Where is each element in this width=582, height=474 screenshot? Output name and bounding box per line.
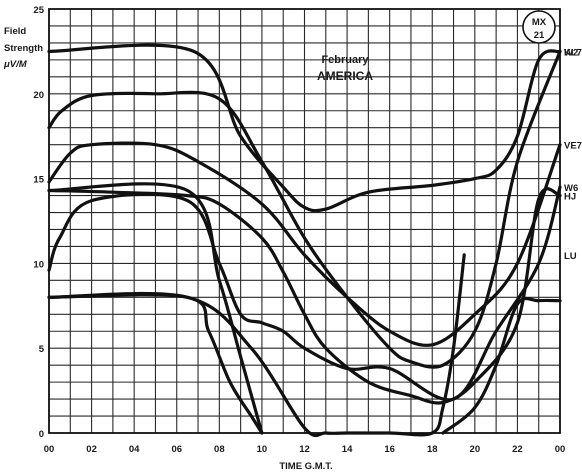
- chart-annotation-region: AMERICA: [317, 69, 373, 83]
- y-tick-label: 25: [33, 5, 44, 16]
- badge-line2: 21: [534, 30, 545, 41]
- y-axis-label-line2: Strength: [4, 43, 43, 54]
- series-label-ve7: VE7: [564, 141, 582, 152]
- y-tick-label: 0: [39, 429, 44, 440]
- series-line-lu: [47, 253, 466, 438]
- series-line-hj: [47, 187, 562, 405]
- y-tick-label: 10: [33, 259, 44, 270]
- series-line-unlabelled-7: [47, 182, 264, 435]
- x-axis-label: TIME G.M.T.: [279, 461, 332, 472]
- series-line-w2: [47, 43, 562, 213]
- y-axis-label-line3: μV/M: [3, 59, 28, 70]
- x-tick-label: 00: [555, 444, 566, 455]
- series-label-lu: LU: [564, 251, 577, 262]
- y-tick-label: 5: [39, 344, 45, 355]
- x-tick-label: 16: [384, 444, 395, 455]
- chart-annotation-month: February: [321, 54, 369, 66]
- y-axis-label-line1: Field: [4, 26, 26, 37]
- series-label-w2: W2: [564, 47, 578, 58]
- series-line-unlabelled-9: [441, 296, 562, 435]
- x-tick-label: 08: [214, 444, 225, 455]
- x-tick-label: 12: [299, 444, 310, 455]
- grid: [48, 8, 561, 434]
- badge-circle: [522, 10, 556, 44]
- x-tick-label: 00: [44, 444, 55, 455]
- x-tick-label: 18: [427, 444, 438, 455]
- x-tick-label: 14: [342, 444, 353, 455]
- plot-frame: [48, 8, 561, 434]
- y-tick-label: 20: [33, 90, 44, 101]
- series-line-w6: [47, 185, 562, 402]
- x-tick-label: 04: [129, 444, 140, 455]
- series-line-unlabelled-8: [47, 293, 264, 435]
- series-label-hj: HJ: [564, 192, 576, 203]
- y-tick-label: 15: [33, 175, 44, 186]
- badge-line1: MX: [532, 17, 547, 28]
- series-label-w6: W6: [564, 183, 578, 194]
- x-tick-label: 20: [470, 444, 481, 455]
- x-tick-label: 10: [257, 444, 268, 455]
- x-tick-label: 02: [86, 444, 97, 455]
- series-line-ve7: [47, 141, 562, 347]
- x-tick-label: 06: [171, 444, 182, 455]
- x-tick-label: 22: [512, 444, 523, 455]
- series-label-kl7: KL7: [564, 47, 582, 58]
- series-lines: [47, 43, 562, 438]
